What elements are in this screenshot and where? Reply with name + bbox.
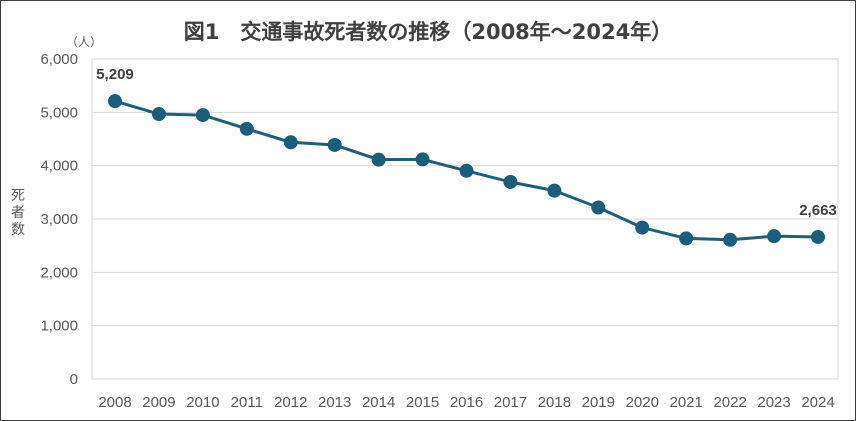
data-point (767, 229, 782, 244)
data-point (547, 183, 562, 198)
x-tick-label: 2023 (757, 394, 790, 411)
data-label: 2,663 (799, 202, 837, 219)
data-point (371, 152, 386, 167)
series-markers (108, 94, 825, 247)
x-axis-ticks: 2008 2009 2010 2011 2012 2013 2014 2015 2016 2017… (98, 394, 834, 411)
y-tick-label: 2,000 (40, 264, 78, 281)
x-tick-label: 2020 (626, 394, 659, 411)
data-label: 5,209 (96, 66, 134, 83)
x-tick-label: 2008 (98, 394, 131, 411)
data-point (635, 220, 650, 235)
x-tick-label: 2022 (713, 394, 746, 411)
data-point (108, 94, 122, 109)
x-tick-label: 2012 (274, 394, 307, 411)
x-tick-label: 2018 (538, 394, 571, 411)
y-axis-ticks: 0 1,000 2,000 3,000 4,000 5,000 6,000 (40, 51, 78, 388)
x-tick-label: 2011 (231, 394, 263, 411)
x-tick-label: 2013 (318, 394, 351, 411)
data-labels: 5,209 2,663 (96, 66, 837, 219)
x-tick-label: 2014 (362, 394, 395, 411)
y-tick-label: 0 (70, 371, 78, 388)
x-tick-label: 2016 (450, 394, 483, 411)
x-tick-label: 2010 (186, 394, 219, 411)
data-point (151, 107, 166, 122)
y-tick-label: 4,000 (40, 158, 78, 175)
y-axis-unit: （人） (66, 35, 102, 49)
y-tick-label: 5,000 (40, 104, 78, 121)
y-tick-label: 6,000 (40, 51, 78, 68)
y-tick-label: 3,000 (40, 211, 78, 228)
data-point (283, 135, 298, 150)
data-point (679, 231, 694, 246)
data-point (591, 200, 606, 215)
x-tick-label: 2021 (670, 394, 703, 411)
data-point (459, 163, 474, 178)
data-point (239, 121, 254, 136)
y-tick-label: 1,000 (40, 318, 78, 335)
data-point (723, 232, 738, 247)
data-point (415, 152, 430, 167)
chart-title: 図1 交通事故死者数の推移（2008年～2024年） (184, 20, 673, 44)
y-axis-label: 死者数 (11, 188, 25, 238)
x-tick-label: 2019 (582, 394, 615, 411)
data-point (327, 137, 342, 152)
data-point (811, 229, 825, 244)
gridlines (92, 58, 838, 380)
data-point (503, 174, 518, 189)
x-tick-label: 2017 (494, 394, 527, 411)
data-point (195, 108, 210, 123)
x-tick-label: 2024 (801, 394, 834, 411)
x-tick-label: 2009 (142, 394, 175, 411)
x-tick-label: 2015 (406, 394, 439, 411)
